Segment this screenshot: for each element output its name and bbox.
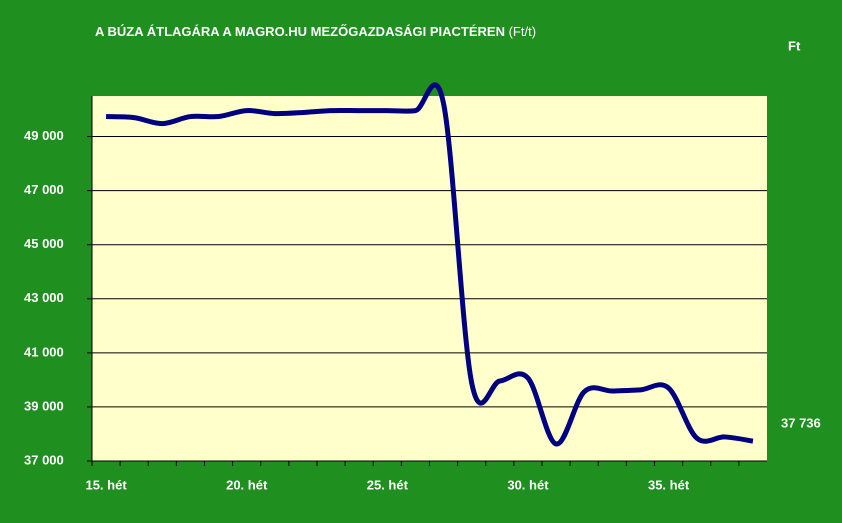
y-tick-label: 49 000 <box>24 128 64 143</box>
y-tick-label: 39 000 <box>24 398 64 413</box>
plot-area <box>92 96 767 461</box>
x-tick-label: 20. hét <box>226 477 268 492</box>
y-tick-label: 45 000 <box>24 236 64 251</box>
x-tick-label: 30. hét <box>507 477 549 492</box>
x-tick-label: 35. hét <box>648 477 690 492</box>
title-text: A BÚZA ÁTLAGÁRA A MAGRO.HU MEZŐGAZDASÁGI… <box>95 24 505 39</box>
title-unit: (Ft/t) <box>509 24 536 39</box>
y-axis-label: Ft <box>788 38 801 53</box>
x-tick-label: 25. hét <box>367 477 409 492</box>
value-label: 37 736 <box>781 415 821 430</box>
y-tick-label: 43 000 <box>24 290 64 305</box>
line <box>105 82 754 447</box>
x-tick-label: 15. hét <box>85 477 127 492</box>
y-tick-label: 37 000 <box>24 452 64 467</box>
y-tick-label: 47 000 <box>24 182 64 197</box>
chart-title: A BÚZA ÁTLAGÁRA A MAGRO.HU MEZŐGAZDASÁGI… <box>95 24 536 39</box>
y-tick-label: 41 000 <box>24 344 64 359</box>
